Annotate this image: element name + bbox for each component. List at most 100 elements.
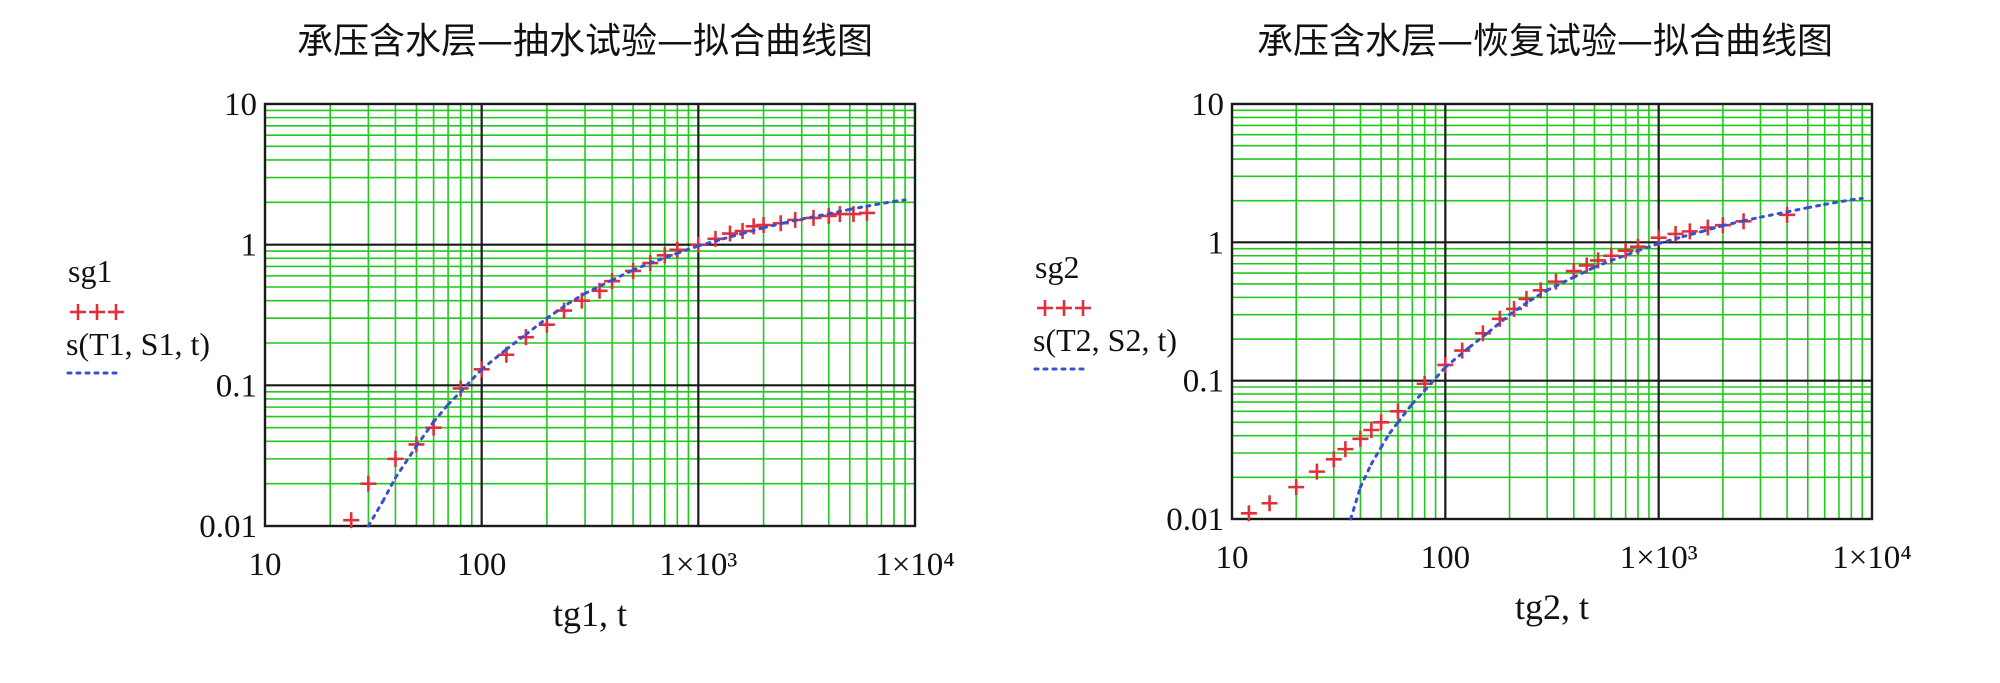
fit-curve-segment <box>432 403 450 424</box>
fit-curve-segment <box>446 390 463 407</box>
legend-plus-marker <box>89 304 105 320</box>
data-point-marker <box>669 241 686 258</box>
fit-curve-segment <box>1388 420 1400 435</box>
data-point-marker <box>1390 403 1407 420</box>
chart-title: 承压含水层—抽水试验—拟合曲线图 <box>297 21 873 62</box>
data-point-marker <box>1578 257 1595 274</box>
y-tick-label: 0.1 <box>216 368 257 404</box>
plot-frame <box>263 102 917 528</box>
major-gridlines <box>1232 104 1872 519</box>
fit-curve-segment <box>1742 215 1762 223</box>
fit-curve-segment <box>545 302 570 320</box>
y-tick-label: 1 <box>1208 225 1225 261</box>
data-point-marker <box>1779 206 1796 223</box>
data-point-marker <box>1261 495 1278 512</box>
fit-curve-segment <box>1657 235 1685 246</box>
data-point-marker <box>1308 463 1325 480</box>
fit-curve-segment <box>1592 258 1613 269</box>
fit-curve-segment <box>1443 345 1472 369</box>
fit-curve-segment <box>610 268 635 282</box>
data-point-marker <box>734 223 751 240</box>
x-tick-label: 10 <box>1216 540 1249 576</box>
fit-curve-segment <box>741 226 766 236</box>
legend-entry-label: sg1 <box>68 253 112 289</box>
legend: sg1 s(T1, S1, t) <box>66 253 210 375</box>
fit-curve-segment <box>721 232 745 241</box>
data-point-marker <box>1617 242 1634 259</box>
minor-gridlines <box>1232 104 1872 519</box>
fit-curve-segment <box>1572 265 1596 279</box>
x-axis-label: tg1, t <box>553 594 627 634</box>
y-tick-label: 0.01 <box>199 509 257 545</box>
y-tick-label: 10 <box>224 87 257 123</box>
x-tick-label: 1×10⁴ <box>875 547 955 583</box>
data-point-marker <box>721 225 738 242</box>
data-point-marker <box>591 282 608 299</box>
fit-curve-segment <box>1423 365 1447 392</box>
fit-curve-segment <box>892 198 907 203</box>
data-point-marker <box>707 230 724 247</box>
data-point-marker <box>1373 414 1390 431</box>
data-point-marker <box>858 204 875 221</box>
data-point-marker <box>360 475 377 492</box>
fit-curve-segment <box>848 204 869 211</box>
fit-curve-segment <box>524 316 549 336</box>
plot-frame <box>1230 102 1874 521</box>
fit-curve-segment <box>827 207 852 216</box>
data-point-marker <box>343 512 360 529</box>
legend-entry-label: s(T2, S2, t) <box>1033 322 1177 358</box>
chart-title: 承压含水层—恢复试验—拟合曲线图 <box>1257 21 1833 62</box>
fit-curve-segment <box>1468 330 1491 349</box>
x-tick-label: 1×10³ <box>1620 540 1698 576</box>
legend-plus-marker <box>1056 300 1072 316</box>
x-tick-label: 10 <box>249 547 282 583</box>
x-tick-label: 1×10³ <box>659 547 737 583</box>
data-point-marker <box>1437 356 1454 373</box>
recovery-test-chart: 10 100 1×10³ 1×10⁴ 10 1 0.1 0.01 承压含水层—恢复试验—拟合曲线… <box>1033 21 1912 627</box>
legend-plus-marker <box>1037 300 1053 316</box>
fit-curve-segment <box>1849 196 1864 202</box>
fit-curve-segment <box>1508 298 1532 317</box>
fit-curve-segment <box>566 291 587 306</box>
fit-curve-segment <box>381 476 397 503</box>
fit-curve-segment <box>1358 462 1373 489</box>
fit-curve-segment <box>1369 445 1383 466</box>
data-point-marker <box>1240 505 1257 522</box>
fit-curve-segment <box>1636 242 1661 253</box>
fit-curve-segment <box>1528 288 1549 302</box>
series-sg2 <box>1240 206 1796 522</box>
data-point-marker <box>755 216 772 233</box>
data-point-marker <box>1337 441 1354 458</box>
data-point-marker <box>452 380 469 397</box>
data-point-marker <box>1325 451 1342 468</box>
legend-plus-marker <box>1075 300 1091 316</box>
fit-curve-segment <box>783 217 804 225</box>
fit-curve-segment <box>1410 388 1427 406</box>
fit-curve-segment <box>1785 206 1810 214</box>
fit-curve-segment <box>504 332 528 351</box>
data-point-marker <box>831 206 848 223</box>
data-point-marker <box>573 292 590 309</box>
x-axis-label: tg2, t <box>1515 587 1589 627</box>
fit-curve-segment <box>1396 402 1414 424</box>
plot-area <box>1232 104 1872 519</box>
y-tick-label: 10 <box>1191 87 1224 123</box>
x-tick-label: 1×10⁴ <box>1832 540 1912 576</box>
y-tick-label: 0.01 <box>1166 502 1224 538</box>
series-s-t2-s2-t <box>1349 196 1864 521</box>
plot-area <box>265 104 915 526</box>
x-tick-label: 100 <box>457 547 507 583</box>
data-point-marker <box>1352 430 1369 447</box>
fit-curve-segment <box>1806 202 1827 210</box>
fit-curve-segment <box>1379 431 1392 449</box>
fit-curve-segment <box>459 367 484 394</box>
minor-gridlines <box>265 104 915 526</box>
data-point-marker <box>1288 479 1305 496</box>
fit-curve-segment <box>631 261 652 272</box>
data-point-marker <box>1363 421 1380 438</box>
x-tick-label: 100 <box>1421 540 1471 576</box>
fit-curve-segment <box>762 221 787 230</box>
legend-plus-marker <box>70 304 86 320</box>
fit-curve-segment <box>393 444 418 480</box>
